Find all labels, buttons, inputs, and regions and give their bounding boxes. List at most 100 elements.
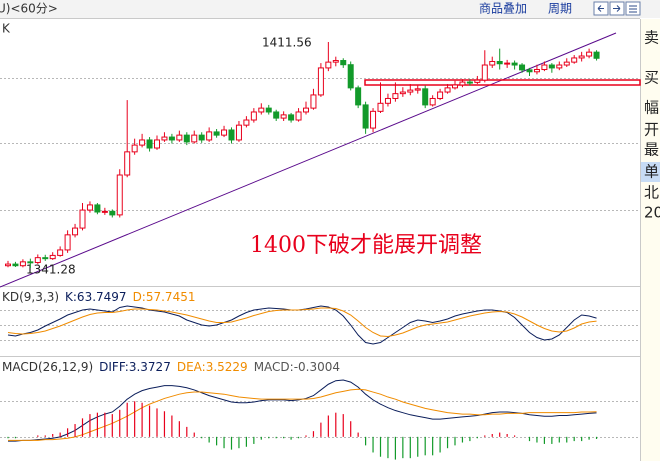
candle-body <box>49 254 56 260</box>
icon-lines <box>629 5 637 13</box>
candle-body <box>429 97 436 106</box>
indicator-title: MACD(26,12,9) <box>2 360 93 374</box>
overlay-link[interactable]: 商品叠加 <box>479 1 527 16</box>
candle-body <box>34 257 41 263</box>
candle-body <box>168 136 175 141</box>
candle-body <box>392 93 399 99</box>
side-label: 最 <box>644 141 659 159</box>
candle-body <box>243 119 250 126</box>
indicator-line <box>7 307 597 338</box>
high-label: 1411.56 <box>262 36 312 50</box>
candle-body <box>586 51 593 57</box>
candle-body <box>86 204 93 211</box>
resistance-band <box>364 79 641 86</box>
panel-title: K <box>2 22 11 36</box>
candle-body <box>57 249 64 256</box>
indicator-header: KD(9,3,3) K:63.7497 D:57.7451 <box>2 290 195 304</box>
candle-body <box>496 60 503 65</box>
candle-body <box>511 62 518 66</box>
candle-body <box>12 263 19 267</box>
candle-body <box>489 60 496 66</box>
panel-grid <box>0 78 640 438</box>
trend-line <box>0 32 617 288</box>
candle-body <box>481 64 488 81</box>
candle-body <box>183 134 190 143</box>
side-highlight <box>641 162 660 182</box>
candle-body <box>325 61 332 69</box>
candle-body <box>340 60 347 66</box>
candle-body <box>317 67 324 96</box>
legend-entry: DEA:3.5229 <box>177 360 248 374</box>
candle-body <box>541 64 548 71</box>
candle-body <box>221 129 228 136</box>
candle-body <box>109 210 116 216</box>
candle-body <box>250 111 257 121</box>
candle-body <box>273 111 280 119</box>
candle-body <box>444 87 451 93</box>
candle-body <box>466 81 473 84</box>
indicator-line <box>8 388 597 441</box>
candle-body <box>139 139 146 146</box>
candle-body <box>213 131 220 136</box>
candle-body <box>235 124 242 141</box>
candle-body <box>146 139 153 149</box>
candle-body <box>198 134 205 141</box>
candle-body <box>303 107 309 113</box>
side-panel <box>641 19 660 461</box>
candle-body <box>295 111 302 121</box>
candle-body <box>347 64 354 89</box>
side-label: 开 <box>644 121 659 139</box>
candle-body <box>228 129 235 141</box>
candle-body <box>399 91 406 95</box>
candle-body <box>370 110 377 129</box>
cycle-link[interactable]: 周期 <box>548 2 572 16</box>
candle-body <box>258 107 265 113</box>
candle-body <box>310 94 317 109</box>
candle-body <box>533 69 540 73</box>
candle-body <box>124 151 131 176</box>
candle-body <box>154 139 160 149</box>
candle-body <box>42 257 49 260</box>
candle-body <box>407 89 414 93</box>
candle-body <box>548 64 555 69</box>
plots <box>5 41 600 460</box>
indicator-header: MACD(26,12,9) DIFF:3.3727 DEA:3.5229 MACD:-… <box>2 360 340 374</box>
candle-body <box>176 134 183 141</box>
candle-body <box>332 60 339 63</box>
candle-body <box>64 234 71 251</box>
candle-body <box>377 102 384 112</box>
indicator-title: KD(9,3,3) <box>2 290 59 304</box>
side-label: 北 <box>644 184 659 202</box>
low-label: 1341.28 <box>26 263 76 277</box>
candle-body <box>593 51 600 59</box>
candle-body <box>437 91 444 99</box>
candle-body <box>414 88 421 91</box>
toolbar-icons <box>593 1 641 16</box>
candle-body <box>519 64 526 71</box>
candle-body <box>355 87 362 106</box>
period-label[interactable]: U)<60分> <box>0 2 58 16</box>
candle-body <box>563 61 570 66</box>
candle-body <box>191 134 198 143</box>
candle-body <box>265 107 272 113</box>
candle-body <box>459 81 466 86</box>
legend-entry: K:63.7497 <box>65 290 127 304</box>
toolbar <box>0 0 660 18</box>
candle-body <box>280 114 287 119</box>
candle-body <box>131 144 138 153</box>
side-label: 幅 <box>644 99 659 117</box>
candle-body <box>452 84 458 89</box>
candle-body <box>571 57 578 63</box>
legend-entry: MACD:-0.3004 <box>254 360 340 374</box>
candle-body <box>362 104 369 129</box>
candle-body <box>79 209 86 229</box>
candle-body <box>19 261 26 267</box>
side-label: 买 <box>644 69 659 87</box>
candle-body <box>526 69 533 73</box>
icon-arrow <box>613 5 621 12</box>
candle-body <box>578 55 585 59</box>
icon-arrow <box>597 5 604 12</box>
candle-body <box>288 114 295 121</box>
candle-body <box>101 210 108 213</box>
